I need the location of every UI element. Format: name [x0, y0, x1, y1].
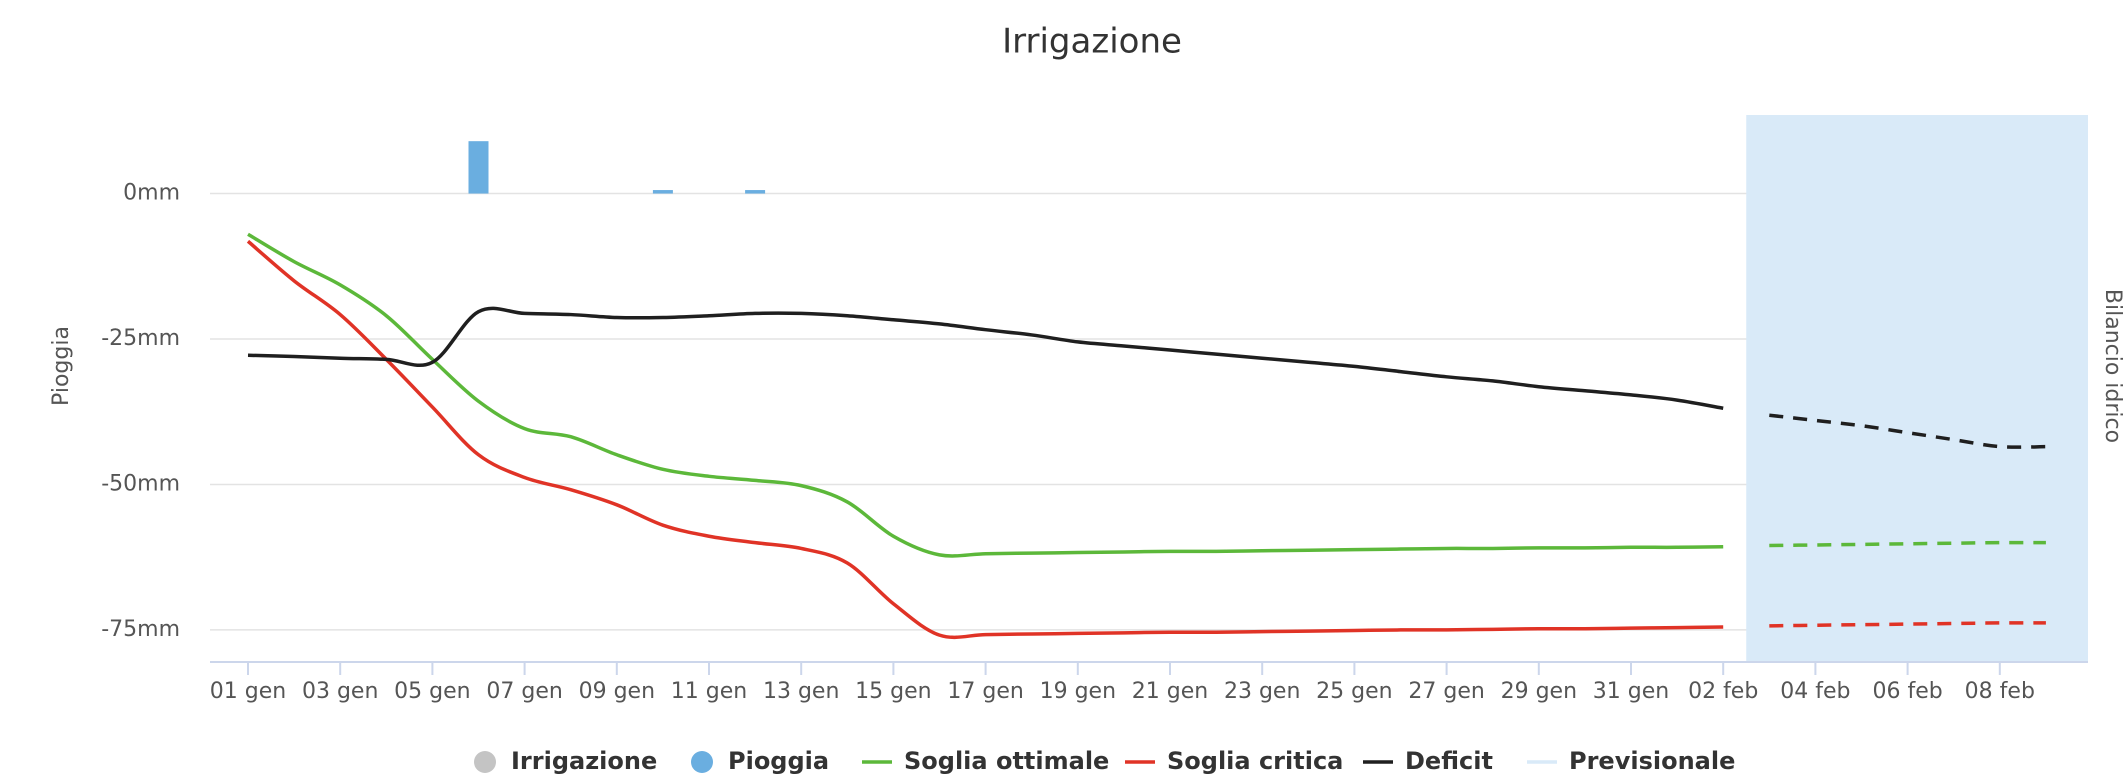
x-tick-label: 02 feb [1688, 679, 1758, 704]
x-tick-label: 27 gen [1408, 679, 1484, 704]
series-line [247, 306, 1724, 410]
legend-item: Pioggia [691, 747, 829, 775]
x-tick-label: 04 feb [1780, 679, 1850, 704]
series-line [246, 239, 1724, 640]
forecast-band [1746, 115, 2088, 662]
x-tick-label: 08 feb [1965, 679, 2035, 704]
bar [652, 190, 673, 194]
legend-label: Previsionale [1569, 747, 1735, 775]
legend-label: Irrigazione [511, 747, 657, 775]
x-tick-label: 07 gen [486, 679, 562, 704]
y-tick-label: -75mm [101, 617, 180, 642]
legend-symbol [691, 751, 713, 773]
x-tick-label: 31 gen [1593, 679, 1669, 704]
legend-item: Soglia ottimale [862, 747, 1109, 775]
x-tick-label: 06 feb [1872, 679, 1942, 704]
bar [468, 141, 489, 194]
legend-item: Irrigazione [474, 747, 657, 775]
x-tick-label: 05 gen [394, 679, 470, 704]
x-tick-label: 11 gen [671, 679, 747, 704]
legend-symbol [474, 751, 496, 773]
x-tick-label: 29 gen [1501, 679, 1577, 704]
chart-title: Irrigazione [1002, 22, 1182, 62]
x-tick-label: 09 gen [579, 679, 655, 704]
legend-item: Previsionale [1527, 747, 1735, 775]
x-tick-label: 25 gen [1316, 679, 1392, 704]
legend-item: Deficit [1363, 747, 1493, 775]
legend-label: Pioggia [728, 747, 829, 775]
y2-axis-title: Bilancio idrico [2100, 289, 2125, 443]
x-tick-label: 01 gen [210, 679, 286, 704]
x-tick-label: 17 gen [947, 679, 1023, 704]
y-axis-title: Pioggia [49, 326, 74, 406]
series-line [247, 232, 1724, 558]
x-tick-label: 23 gen [1224, 679, 1300, 704]
x-tick-label: 03 gen [302, 679, 378, 704]
x-tick-label: 19 gen [1040, 679, 1116, 704]
x-tick-label: 21 gen [1132, 679, 1208, 704]
y-tick-label: -25mm [101, 326, 180, 351]
legend-label: Soglia critica [1167, 747, 1343, 775]
x-tick-label: 13 gen [763, 679, 839, 704]
y-tick-label: -50mm [101, 471, 180, 496]
legend-item: Soglia critica [1125, 747, 1343, 775]
x-tick-label: 15 gen [855, 679, 931, 704]
bar [745, 190, 766, 194]
y-tick-label: 0mm [123, 181, 180, 206]
legend-label: Deficit [1405, 747, 1493, 775]
legend-label: Soglia ottimale [904, 747, 1109, 775]
